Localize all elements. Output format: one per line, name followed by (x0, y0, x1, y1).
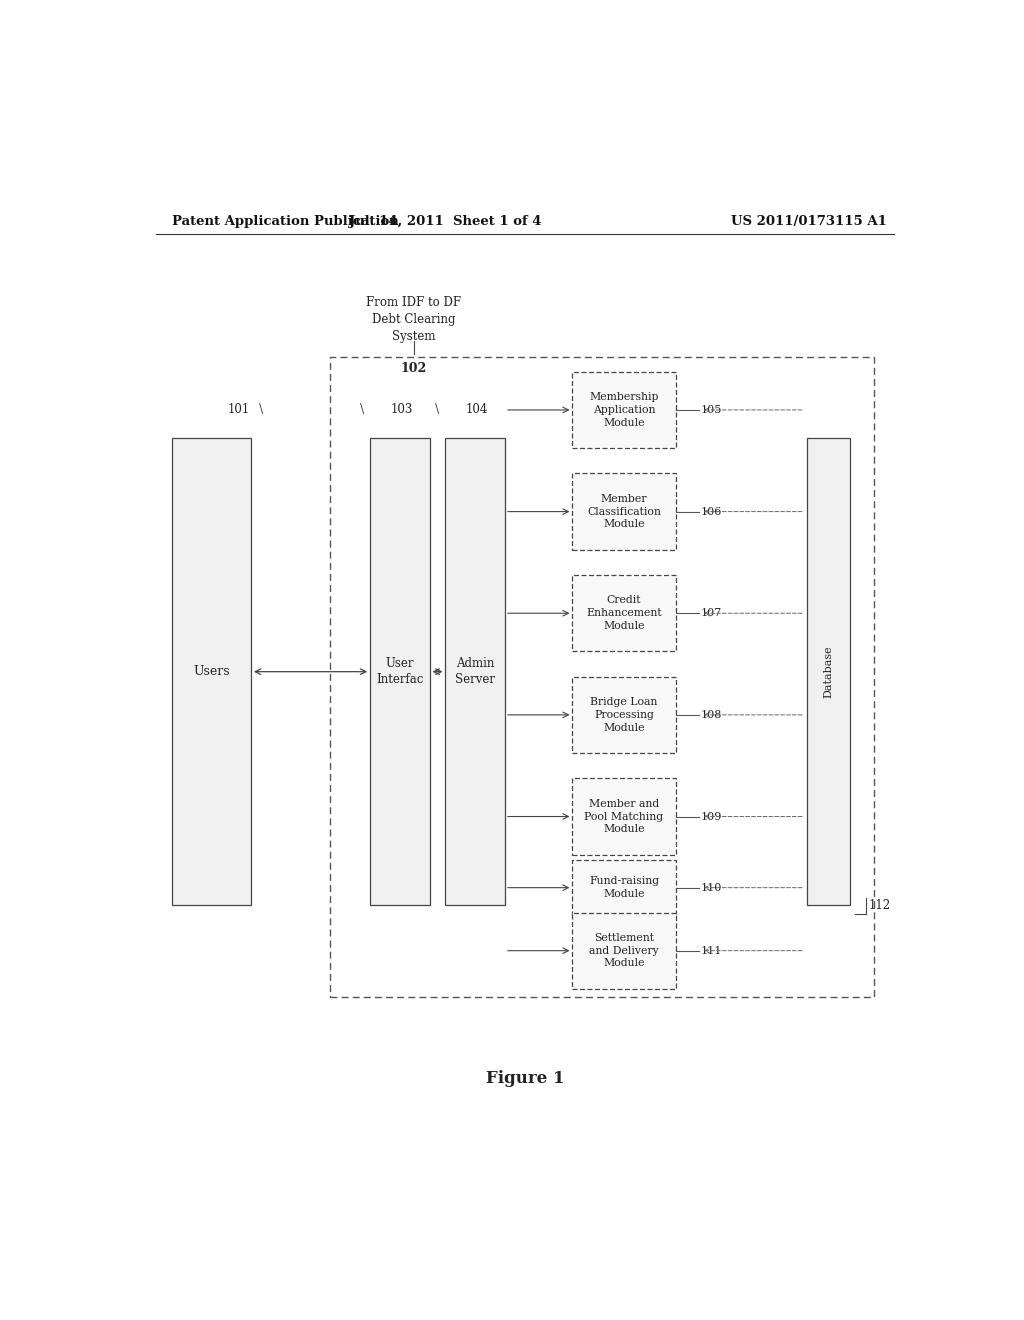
Bar (331, 356, 874, 997)
Text: Users: Users (193, 665, 229, 678)
Text: 112: 112 (868, 899, 891, 912)
Text: Admin
Server: Admin Server (456, 657, 496, 686)
Text: 107: 107 (701, 609, 722, 618)
Text: Settlement
and Delivery
Module: Settlement and Delivery Module (589, 933, 658, 969)
Text: Patent Application Publication: Patent Application Publication (172, 215, 398, 228)
Text: 101: 101 (227, 403, 250, 416)
Text: User
Interfac: User Interfac (376, 657, 424, 686)
Bar (445, 438, 505, 906)
Text: 111: 111 (701, 945, 722, 956)
Text: 104: 104 (466, 403, 488, 416)
Bar (572, 912, 676, 989)
Text: Fund-raising
Module: Fund-raising Module (589, 876, 659, 899)
Bar (572, 474, 676, 549)
Text: Jul. 14, 2011  Sheet 1 of 4: Jul. 14, 2011 Sheet 1 of 4 (349, 215, 542, 228)
Text: Membership
Application
Module: Membership Application Module (589, 392, 658, 428)
Text: 109: 109 (701, 812, 722, 821)
Bar (807, 438, 850, 906)
Text: 102: 102 (400, 362, 427, 375)
Text: 106: 106 (701, 507, 722, 516)
Text: 110: 110 (701, 883, 722, 892)
Text: Database: Database (823, 645, 834, 698)
Text: Member
Classification
Module: Member Classification Module (587, 494, 660, 529)
Text: Bridge Loan
Processing
Module: Bridge Loan Processing Module (590, 697, 657, 733)
Text: US 2011/0173115 A1: US 2011/0173115 A1 (731, 215, 887, 228)
Text: Figure 1: Figure 1 (485, 1069, 564, 1086)
Text: 103: 103 (390, 403, 413, 416)
Text: From IDF to DF
Debt Clearing
System: From IDF to DF Debt Clearing System (367, 296, 461, 343)
Bar (572, 779, 676, 854)
Bar (172, 438, 251, 906)
Bar (572, 372, 676, 447)
Text: Member and
Pool Matching
Module: Member and Pool Matching Module (585, 799, 664, 834)
Text: \: \ (435, 403, 439, 416)
Bar (572, 859, 676, 916)
Text: 108: 108 (701, 710, 722, 719)
Bar (572, 576, 676, 651)
Text: \: \ (360, 403, 365, 416)
Bar (370, 438, 430, 906)
Bar (572, 677, 676, 752)
Text: \: \ (259, 403, 263, 416)
Text: Credit
Enhancement
Module: Credit Enhancement Module (586, 595, 662, 631)
Text: 105: 105 (701, 405, 722, 414)
